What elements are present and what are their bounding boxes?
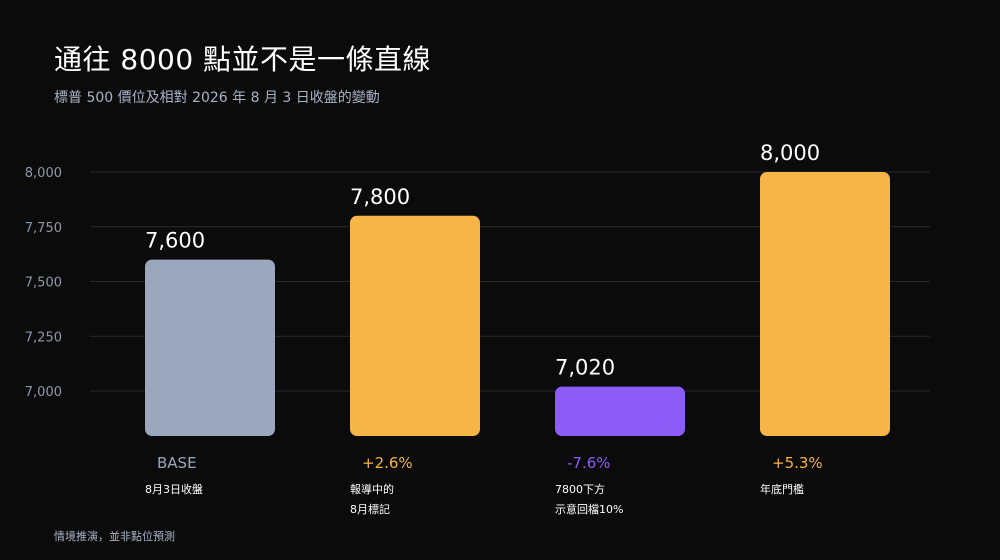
bar-value-label: 7,800 xyxy=(350,185,410,209)
y-tick-label: 7,250 xyxy=(25,330,62,345)
y-tick-label: 7,000 xyxy=(25,385,62,400)
bar-note-label: 8月標記 xyxy=(350,502,390,516)
bar-note-label: 7800下方 xyxy=(555,482,605,496)
bars xyxy=(145,172,890,436)
bar-note-label: 報導中的 xyxy=(350,482,394,496)
bar xyxy=(760,172,890,436)
bar xyxy=(555,386,685,436)
footnote: 情境推演，並非點位預測 xyxy=(54,530,175,543)
bar-change-label: +5.3% xyxy=(772,454,823,472)
y-tick-label: 8,000 xyxy=(25,166,62,181)
bar-change-label: BASE xyxy=(157,454,197,472)
y-tick-label: 7,500 xyxy=(25,276,62,291)
bar-value-label: 8,000 xyxy=(760,141,820,165)
bar-note-label: 年底門檻 xyxy=(760,482,804,496)
bar-note-label: 示意回檔10% xyxy=(555,502,623,516)
bar xyxy=(350,215,480,436)
chart-subtitle: 標普 500 價位及相對 2026 年 8 月 3 日收盤的變動 xyxy=(54,90,380,106)
bar-change-label: -7.6% xyxy=(567,454,611,472)
bar xyxy=(145,259,275,436)
bar-change-label: +2.6% xyxy=(362,454,413,472)
chart-title: 通往 8000 點並不是一條直線 xyxy=(54,43,432,76)
y-axis-ticks: 7,000 7,250 7,500 7,750 8,000 xyxy=(25,166,62,400)
y-tick-label: 7,750 xyxy=(25,221,62,236)
bar-labels: 7,600 BASE 8月3日收盤 7,800 +2.6% 報導中的 8月標記 7,020 -7… xyxy=(145,141,823,516)
bar-value-label: 7,600 xyxy=(145,229,205,253)
bar-value-label: 7,020 xyxy=(555,356,615,380)
bar-note-label: 8月3日收盤 xyxy=(145,482,203,496)
